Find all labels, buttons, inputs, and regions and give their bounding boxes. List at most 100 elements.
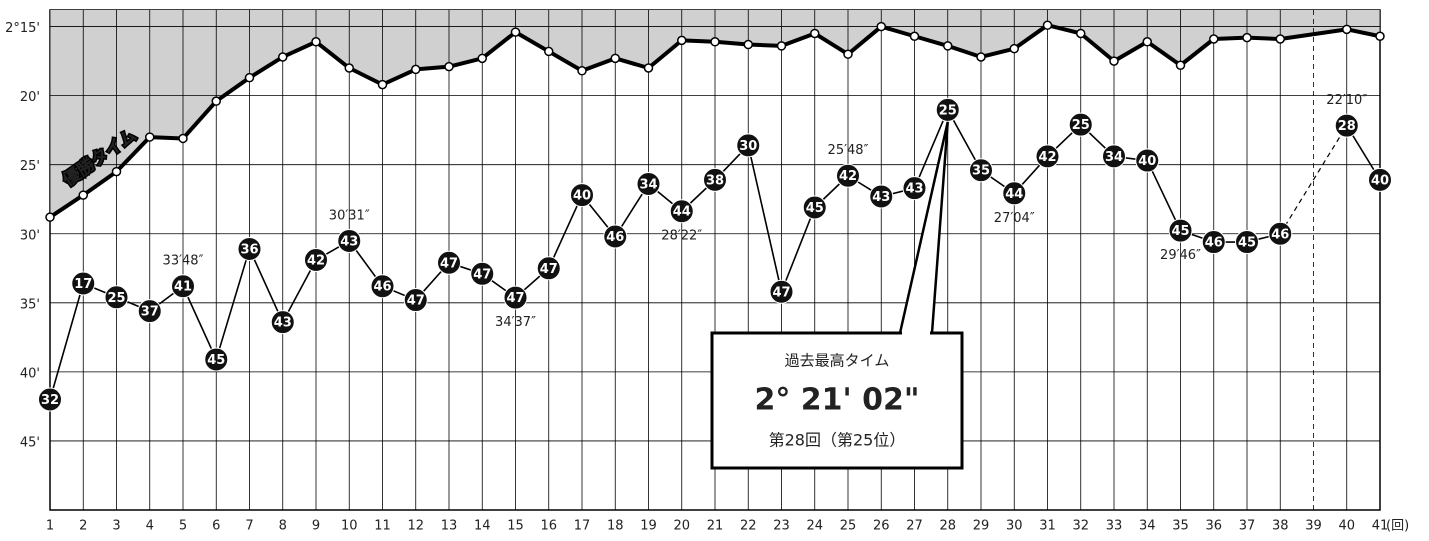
x-tick-label: 9 xyxy=(312,519,320,534)
x-tick-label: 7 xyxy=(245,519,253,534)
y-tick-label: 30' xyxy=(20,228,40,243)
rank-marker xyxy=(38,387,62,412)
winner-marker xyxy=(477,53,487,64)
rank-label: 34 xyxy=(1105,150,1123,165)
rank-label: 46 xyxy=(373,280,391,295)
rank-marker xyxy=(1235,230,1259,255)
rank-marker xyxy=(1135,148,1160,173)
rank-marker xyxy=(171,274,195,299)
x-tick-label: 20 xyxy=(673,519,690,534)
x-tick-label: 39 xyxy=(1305,519,1322,534)
rank-marker xyxy=(802,195,827,220)
time-label: 30′31″ xyxy=(329,208,370,223)
time-label: 25′48″ xyxy=(828,143,869,158)
rank-marker xyxy=(769,279,794,304)
winner-marker xyxy=(909,31,920,41)
winner-marker xyxy=(78,190,88,200)
callout-value: 2° 21' 02" xyxy=(754,383,919,418)
y-tick-label: 25' xyxy=(20,159,40,174)
winner-marker xyxy=(677,35,687,46)
rank-marker xyxy=(1268,221,1293,246)
x-tick-label: 1 xyxy=(46,519,54,534)
x-tick-label: 35 xyxy=(1172,519,1189,534)
rank-marker xyxy=(71,271,96,296)
winner-marker xyxy=(976,52,986,62)
time-label: 28′22″ xyxy=(661,229,702,244)
rank-label: 43 xyxy=(872,190,890,205)
winner-marker xyxy=(876,21,886,32)
rank-label: 45 xyxy=(1238,236,1256,251)
gap-bridge xyxy=(1279,27,1348,41)
rank-marker xyxy=(1168,218,1193,243)
rank-label: 47 xyxy=(440,256,458,271)
rank-marker xyxy=(304,248,328,272)
x-tick-label: 11 xyxy=(374,519,391,534)
x-tick-label: 6 xyxy=(212,519,220,534)
rank-label: 42 xyxy=(839,169,857,184)
winner-marker xyxy=(510,27,521,37)
rank-label: 37 xyxy=(141,305,159,320)
rank-marker xyxy=(270,310,295,335)
rank-label: 47 xyxy=(540,262,558,277)
winner-marker xyxy=(1375,31,1385,41)
rank-label: 46 xyxy=(606,230,624,245)
rank-marker xyxy=(669,199,694,224)
rank-marker xyxy=(836,163,860,188)
x-tick-label: 23 xyxy=(773,519,790,534)
rank-marker xyxy=(1035,144,1060,169)
winner-marker xyxy=(1242,32,1252,43)
rank-label: 42 xyxy=(1038,150,1056,165)
x-tick-label: 19 xyxy=(640,519,657,534)
x-tick-label: 33 xyxy=(1106,519,1123,534)
y-tick-label: 40' xyxy=(20,366,40,381)
winner-marker xyxy=(1009,43,1019,54)
rank-marker xyxy=(403,288,428,313)
rank-marker xyxy=(370,274,395,299)
rank-marker xyxy=(1068,112,1093,137)
rank-label: 42 xyxy=(307,254,325,269)
x-tick-label: 25 xyxy=(840,519,857,534)
rank-label: 25 xyxy=(939,103,957,118)
rank-marker xyxy=(337,228,362,253)
rank-label: 47 xyxy=(473,267,491,282)
rank-label: 45 xyxy=(1171,224,1189,239)
rank-label: 46 xyxy=(1205,236,1223,251)
winner-marker xyxy=(843,49,853,59)
x-tick-label: 28 xyxy=(939,519,956,534)
winner-marker xyxy=(1042,20,1053,30)
winner-marker xyxy=(278,52,288,62)
rank-marker xyxy=(1201,230,1226,255)
time-label: 34′37″ xyxy=(495,315,536,330)
winner-marker xyxy=(943,41,953,51)
winner-marker xyxy=(145,132,155,142)
x-tick-label: 30 xyxy=(1006,519,1023,534)
y-tick-label: 2°15' xyxy=(5,21,40,36)
time-label: 33′48″ xyxy=(163,254,204,269)
winner-marker xyxy=(178,133,188,144)
winner-marker xyxy=(244,72,255,83)
series-line xyxy=(48,23,1281,219)
winner-marker xyxy=(577,66,587,76)
rank-label: 43 xyxy=(274,316,292,331)
time-label: 22′10″ xyxy=(1326,93,1367,108)
rank-marker xyxy=(603,224,628,249)
time-label: 29′46″ xyxy=(1160,248,1201,263)
winner-marker xyxy=(1175,60,1186,70)
rank-marker xyxy=(636,172,661,197)
winner-marker xyxy=(45,212,55,222)
rank-marker xyxy=(437,250,461,275)
rank-marker xyxy=(1368,167,1392,192)
rank-label: 32 xyxy=(41,393,59,408)
rank-label: 43 xyxy=(340,234,358,249)
winner-marker xyxy=(411,64,421,75)
rank-marker xyxy=(1102,144,1126,169)
x-tick-label: 26 xyxy=(873,519,890,534)
rank-label: 47 xyxy=(772,285,790,300)
rank-marker xyxy=(1002,181,1027,206)
y-tick-label: 45' xyxy=(20,435,40,450)
x-tick-label: 32 xyxy=(1072,519,1089,534)
winner-marker xyxy=(377,79,388,90)
x-tick-label: 15 xyxy=(507,519,524,534)
x-tick-label: 2 xyxy=(79,519,87,534)
x-tick-label: 10 xyxy=(341,519,358,534)
